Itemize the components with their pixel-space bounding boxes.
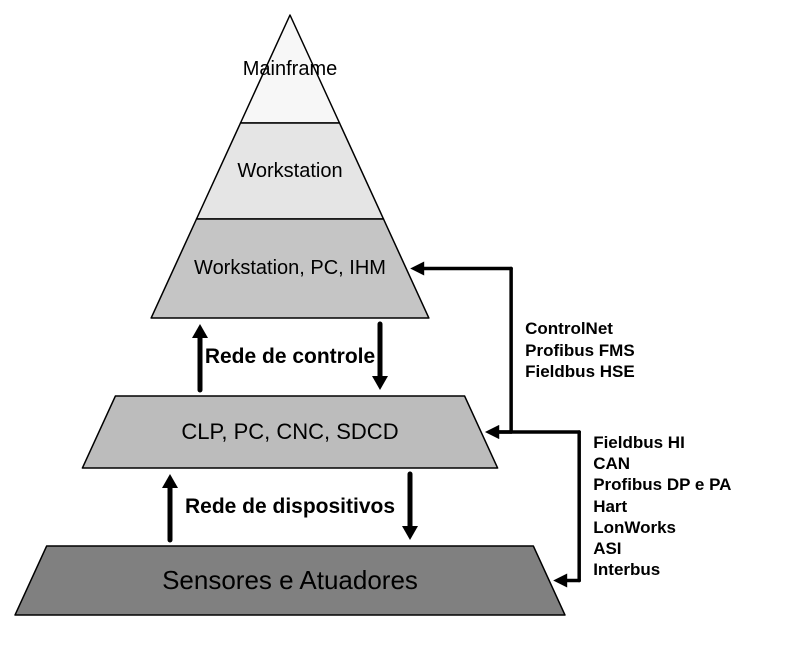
protocol-item: Fieldbus HI: [593, 432, 731, 453]
pyramid-layer-1: [197, 123, 384, 219]
protocol-item: Profibus DP e PA: [593, 474, 731, 495]
protocol-item: LonWorks: [593, 517, 731, 538]
protocol-item: Hart: [593, 496, 731, 517]
pyramid-layer-2: [151, 219, 429, 318]
protocol-item: Fieldbus HSE: [525, 361, 635, 382]
pyramid-layer-4: [15, 546, 565, 615]
protocol-item: CAN: [593, 453, 731, 474]
protocol-item: ControlNet: [525, 318, 635, 339]
protocol-item: ASI: [593, 538, 731, 559]
protocol-item: Interbus: [593, 559, 731, 580]
diagram-stage: MainframeWorkstationWorkstation, PC, IHM…: [0, 0, 795, 650]
protocol-list-1: Fieldbus HICANProfibus DP e PAHartLonWor…: [593, 432, 731, 581]
pyramid-layer-3: [82, 396, 497, 468]
protocol-list-0: ControlNetProfibus FMSFieldbus HSE: [525, 318, 635, 382]
protocol-item: Profibus FMS: [525, 340, 635, 361]
pyramid-layer-0: [241, 15, 340, 123]
